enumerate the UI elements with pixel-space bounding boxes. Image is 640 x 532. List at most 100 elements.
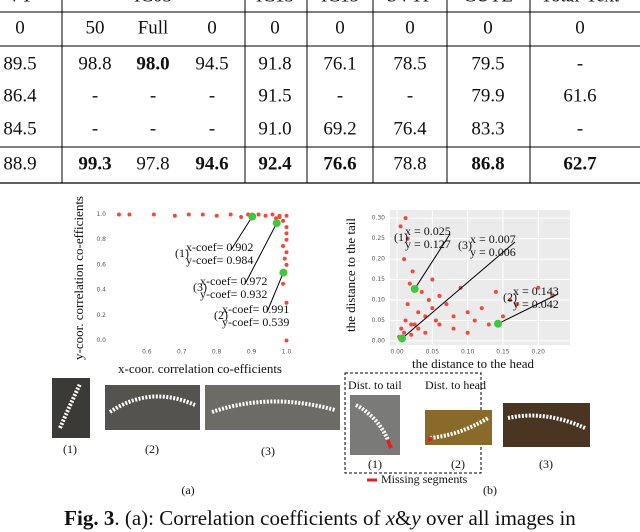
x-tick-label: 0.7 — [177, 349, 187, 356]
y-tick-label: 0.6 — [96, 261, 106, 268]
data-point — [284, 250, 289, 255]
annotation-tag: (2) — [214, 308, 228, 322]
table-cell: - — [209, 85, 215, 106]
annotation-arrow — [401, 241, 516, 339]
table-cell: 91.0 — [258, 118, 291, 139]
x-tick-label: 0.05 — [426, 349, 440, 356]
data-point — [416, 326, 421, 331]
table-header: IC03 — [134, 0, 172, 6]
x-tick-label: 0.10 — [461, 349, 475, 356]
data-point — [407, 281, 412, 286]
data-point — [284, 225, 289, 230]
x-tick-label: 0.20 — [532, 349, 546, 356]
image-strip-b — [344, 372, 590, 482]
table-cell: 0 — [270, 17, 280, 38]
x-tick-label: 0.00 — [390, 349, 404, 356]
data-point — [239, 215, 244, 220]
annotation-arrow — [244, 222, 278, 285]
highlight-point — [248, 212, 257, 221]
annotation-text: x = 0.007 — [470, 232, 516, 246]
data-point — [284, 231, 289, 236]
table-cell: 99.3 — [78, 153, 111, 174]
image-label: (2) — [451, 457, 465, 471]
caption-label: Fig. 3 — [64, 506, 114, 530]
x-tick-label: 0.8 — [212, 349, 222, 356]
data-point — [515, 302, 520, 307]
table-cell: - — [577, 53, 583, 74]
table-cell: 79.5 — [471, 53, 504, 74]
y-tick-label: 1.0 — [96, 211, 106, 218]
data-point — [402, 330, 407, 335]
highlight-point — [398, 334, 406, 343]
data-point — [451, 326, 456, 331]
highlight-point — [279, 268, 288, 277]
y-tick-label: 0.00 — [372, 337, 386, 344]
caption-var: x — [385, 506, 396, 530]
annotation-tag: (1) — [175, 246, 189, 260]
y-tick-label: 0.15 — [372, 276, 386, 283]
data-point — [200, 212, 205, 217]
data-point — [437, 322, 442, 327]
data-point — [426, 298, 431, 302]
y-tick-label: 0.8 — [96, 236, 106, 243]
image-label: (3) — [261, 444, 275, 458]
data-point — [270, 212, 275, 217]
data-point — [472, 318, 477, 323]
data-point — [405, 302, 410, 307]
table-cell: 86.4 — [3, 85, 37, 106]
annotation-text: y = 0.006 — [470, 245, 516, 259]
table-header: CUTE — [463, 0, 513, 6]
table-cell: 0 — [405, 17, 415, 38]
table-cell: 78.5 — [393, 53, 426, 74]
table-cell: 83.3 — [471, 118, 504, 139]
caption-rest: over all images in — [421, 506, 577, 530]
annotation-arrow — [414, 233, 451, 290]
table-rules — [0, 0, 640, 184]
data-point — [536, 285, 541, 290]
table-cell: - — [150, 118, 156, 139]
annotation-text: x-coef= 0.972 — [200, 274, 267, 288]
table-header: VT — [7, 0, 33, 6]
y-tick-label: 0.20 — [372, 256, 386, 263]
data-point — [403, 318, 408, 323]
panel-label: (b) — [483, 483, 497, 497]
table-header: IC13 — [256, 0, 294, 6]
y-axis-label: the distance to the tail — [343, 218, 358, 332]
data-point — [399, 326, 404, 331]
data-point — [127, 212, 132, 217]
table-cell: 76.4 — [393, 118, 427, 139]
data-point — [282, 256, 287, 261]
data-point — [256, 212, 261, 217]
table-cell: - — [337, 85, 343, 106]
table-cell: 78.8 — [393, 153, 426, 174]
y-tick-label: 0.25 — [372, 235, 386, 242]
highlight-point — [494, 319, 502, 328]
annotation-text: y-coef= 0.984 — [186, 253, 253, 267]
caption-amp: & — [395, 506, 411, 530]
table-cell: 0 — [483, 17, 493, 38]
table-cell: 61.6 — [563, 85, 596, 106]
y-axis-label: y-coor. correlation co-efficients — [71, 196, 86, 360]
annotation-tag: (3) — [458, 238, 472, 252]
data-point — [465, 330, 470, 335]
caption: Fig. 3. (a): Correlation coefficients of… — [64, 506, 576, 530]
table-cell: - — [577, 118, 583, 139]
annotation-text: x = 0.143 — [513, 284, 559, 298]
table-cell: 0 — [335, 17, 345, 38]
caption-var: y — [409, 506, 421, 530]
data-point — [284, 213, 289, 218]
annotation-arrow — [266, 272, 284, 313]
x-tick-label: 0.15 — [496, 349, 510, 356]
data-point — [402, 257, 407, 262]
data-point — [277, 215, 282, 220]
table-cell: 0 — [15, 17, 25, 38]
data-point — [479, 306, 484, 311]
data-point — [398, 224, 403, 229]
data-point — [486, 322, 491, 327]
table-cell: 86.8 — [471, 153, 504, 174]
highlight-point — [272, 219, 281, 228]
annotation-text: x-coef= 0.991 — [222, 302, 289, 316]
data-point — [172, 213, 177, 218]
y-tick-label: 0.4 — [96, 287, 106, 294]
x-axis-label: the distance to the head — [412, 356, 535, 371]
